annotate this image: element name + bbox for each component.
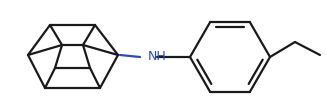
Text: NH: NH — [148, 51, 167, 63]
